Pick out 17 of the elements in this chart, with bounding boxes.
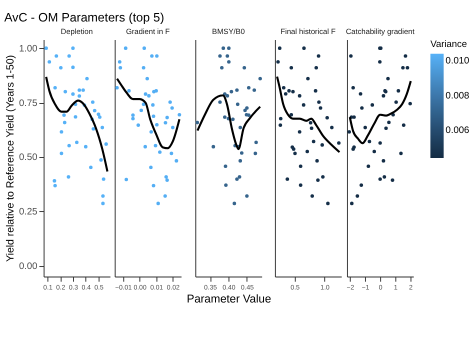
y-tick-label: 0.75 (19, 98, 38, 109)
chart-subtitle: Final historical F (280, 26, 336, 36)
chart-subtitle: Gradient in F (126, 26, 170, 36)
chart-subtitle: Depletion (60, 26, 93, 36)
chart-subtitle: BMSY/B0 (212, 26, 245, 36)
color-bar-title: Variance (430, 39, 468, 50)
chart-title: AvC - OM Parameters (top 5) (4, 10, 164, 24)
y-tick-label: 0.50 (19, 152, 38, 164)
y-tick-label: 0.00 (19, 260, 38, 272)
y-tick-label: 0.25 (19, 206, 38, 218)
color-bar-label: 0.006 (446, 125, 470, 136)
x-axis-title: Parameter Value (186, 294, 272, 306)
chart-subtitle: Catchability gradient (346, 26, 416, 36)
color-bar-label: 0.010 (446, 56, 470, 67)
y-axis-title: Yield relative to Reference Yield (Years 1-50) (5, 55, 16, 262)
y-tick-label: 1.00 (19, 44, 38, 55)
color-bar-label: 0.008 (446, 90, 470, 102)
